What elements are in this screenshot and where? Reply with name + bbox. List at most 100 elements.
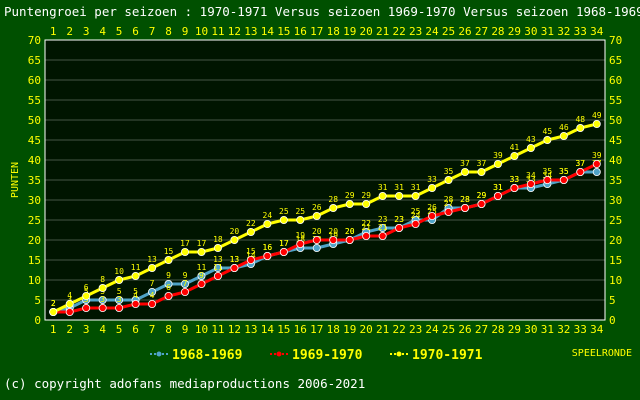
- legend-marker: [396, 351, 402, 357]
- x-tick-label-top: 1: [50, 25, 57, 38]
- data-label: 27: [444, 199, 454, 208]
- x-tick-label-top: 11: [211, 25, 224, 38]
- data-point: [197, 279, 206, 288]
- copyright-footer: (c) copyright adofans mediaproductions 2…: [4, 376, 365, 391]
- x-tick-label-top: 32: [557, 25, 570, 38]
- data-label: 9: [166, 271, 171, 280]
- y-tick-label-right: 30: [609, 194, 622, 207]
- y-tick-label: 50: [28, 114, 41, 127]
- x-tick-label: 20: [360, 323, 373, 336]
- data-point: [543, 135, 552, 144]
- data-point: [576, 124, 585, 133]
- data-label: 24: [411, 211, 421, 220]
- y-tick-label-right: 0: [609, 314, 616, 327]
- data-label: 26: [427, 203, 437, 212]
- data-label: 29: [477, 191, 487, 200]
- data-label: 33: [510, 175, 520, 184]
- x-tick-label: 31: [541, 323, 554, 336]
- data-label: 17: [279, 239, 289, 248]
- data-point: [164, 279, 173, 288]
- data-label: 25: [427, 207, 437, 216]
- data-point: [329, 235, 338, 244]
- data-label: 24: [263, 211, 273, 220]
- x-tick-label: 14: [261, 323, 275, 336]
- y-tick-label: 65: [28, 54, 41, 67]
- data-point: [592, 159, 601, 168]
- data-label: 35: [543, 167, 553, 176]
- data-label: 5: [133, 287, 138, 296]
- data-point: [180, 287, 189, 296]
- data-point: [148, 263, 157, 272]
- series-1969-1970: 2233344679111315161719202020212123242627…: [49, 151, 602, 316]
- data-label: 29: [345, 191, 355, 200]
- data-point: [312, 235, 321, 244]
- data-label: 35: [444, 167, 454, 176]
- data-point: [428, 183, 437, 192]
- data-label: 11: [213, 263, 223, 272]
- data-label: 11: [131, 263, 141, 272]
- data-label: 3: [67, 295, 72, 304]
- data-label: 45: [543, 127, 553, 136]
- data-point: [148, 287, 157, 296]
- data-point: [312, 211, 321, 220]
- data-point: [378, 231, 387, 240]
- data-point: [444, 207, 453, 216]
- data-label: 4: [67, 291, 72, 300]
- x-tick-label-top: 5: [116, 25, 123, 38]
- data-label: 15: [246, 247, 256, 256]
- x-tick-label: 32: [557, 323, 570, 336]
- data-point: [213, 271, 222, 280]
- x-tick-label-top: 25: [442, 25, 455, 38]
- data-label: 4: [150, 291, 155, 300]
- data-point: [378, 223, 387, 232]
- y-tick-label-right: 20: [609, 234, 622, 247]
- data-label: 31: [493, 183, 503, 192]
- data-point: [559, 175, 568, 184]
- data-label: 13: [230, 255, 240, 264]
- data-label: 46: [559, 123, 569, 132]
- legend-item: 1970-1971: [390, 348, 483, 363]
- x-tick-label: 23: [409, 323, 422, 336]
- x-tick-label-top: 22: [392, 25, 405, 38]
- legend-label: 1968-1969: [172, 348, 242, 363]
- data-label: 8: [100, 275, 105, 284]
- y-tick-label: 30: [28, 194, 41, 207]
- y-tick-label-right: 50: [609, 114, 622, 127]
- data-point: [296, 215, 305, 224]
- x-tick-label: 1: [50, 323, 57, 336]
- legend-label: 1969-1970: [292, 348, 363, 363]
- data-label: 37: [575, 159, 585, 168]
- x-tick-label-top: 21: [376, 25, 389, 38]
- data-label: 11: [197, 263, 207, 272]
- x-tick-label-top: 18: [327, 25, 340, 38]
- data-label: 3: [100, 295, 105, 304]
- y-tick-label-right: 10: [609, 274, 622, 287]
- data-label: 22: [361, 219, 371, 228]
- data-point: [411, 219, 420, 228]
- legend: 1968-1969 1969-1970 1970-1971: [150, 348, 483, 363]
- data-label: 2: [51, 299, 56, 308]
- data-label: 6: [84, 283, 89, 292]
- data-label: 37: [575, 159, 585, 168]
- data-label: 20: [328, 227, 338, 236]
- data-label: 7: [183, 279, 188, 288]
- x-tick-label: 15: [277, 323, 290, 336]
- x-tick-label-top: 26: [458, 25, 471, 38]
- data-label: 13: [213, 255, 223, 264]
- data-label: 21: [361, 223, 371, 232]
- data-label: 19: [295, 231, 305, 240]
- x-tick-label: 22: [392, 323, 405, 336]
- data-point: [246, 255, 255, 264]
- data-label: 7: [150, 279, 155, 288]
- y-tick-label: 45: [28, 134, 41, 147]
- data-label: 23: [378, 215, 388, 224]
- x-tick-label-top: 13: [244, 25, 257, 38]
- data-label: 16: [263, 243, 273, 252]
- data-label: 6: [166, 283, 171, 292]
- data-label: 29: [477, 191, 487, 200]
- y-tick-label: 20: [28, 234, 41, 247]
- data-label: 33: [510, 175, 520, 184]
- data-label: 17: [197, 239, 207, 248]
- x-tick-label: 19: [343, 323, 356, 336]
- x-tick-label-top: 28: [491, 25, 504, 38]
